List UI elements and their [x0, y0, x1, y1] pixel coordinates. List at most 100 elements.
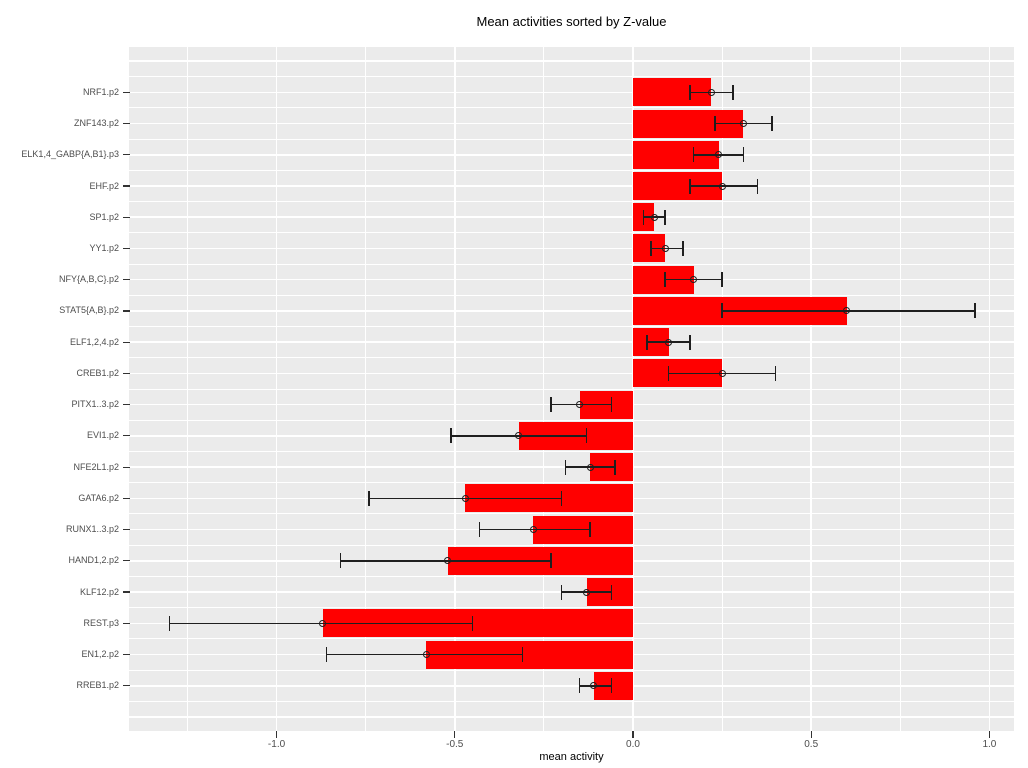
error-bar-cap-low [564, 459, 566, 475]
error-bar-cap-low [560, 584, 563, 600]
mean-point [529, 526, 537, 534]
error-bar-cap-low [664, 272, 666, 288]
error-bar-cap-high [585, 428, 588, 444]
error-bar-cap-low [721, 303, 723, 319]
y-tick-label: GATA6.p2 [78, 492, 119, 503]
error-bar-cap-high [742, 147, 745, 163]
gridline-minor-y [129, 232, 1014, 234]
gridline-major-y [129, 310, 1014, 312]
error-bar-cap-high [471, 615, 474, 631]
x-tick-mark [810, 731, 812, 738]
mean-point [718, 369, 726, 377]
y-tick-label: REST.p3 [83, 617, 119, 628]
gridline-major-x [275, 47, 278, 731]
mean-point [444, 557, 452, 565]
gridline-minor-y [129, 607, 1014, 609]
mean-point [319, 619, 327, 627]
error-bar-cap-high [721, 272, 723, 288]
y-tick-label: EN1,2.p2 [81, 649, 119, 660]
gridline-minor-x [721, 47, 723, 731]
y-tick-mark [122, 528, 130, 531]
gridline-minor-y [129, 201, 1014, 203]
error-bar-cap-low [325, 647, 328, 663]
gridline-major-y [129, 685, 1014, 687]
mean-point [650, 213, 658, 221]
y-tick-mark [122, 685, 130, 687]
gridline-major-y [129, 122, 1014, 125]
error-bar-cap-high [664, 209, 666, 225]
y-tick-label: RUNX1..3.p2 [65, 524, 119, 535]
error-bar-cap-high [521, 647, 524, 663]
error-bar-cap-low [689, 84, 691, 100]
mean-point [690, 276, 698, 284]
mean-point [515, 432, 523, 440]
gridline-minor-x [365, 47, 367, 731]
y-tick-mark [122, 435, 130, 437]
x-tick-mark [988, 731, 990, 738]
gridline-major-x [632, 47, 634, 731]
y-tick-mark [122, 185, 130, 187]
gridline-minor-y [129, 263, 1014, 265]
y-tick-mark [122, 154, 130, 156]
gridline-major-x [454, 47, 456, 731]
gridline-major-y [129, 247, 1014, 250]
y-tick-label: ELK1,4_GABP{A,B1}.p3 [21, 149, 119, 160]
gridline-minor-y [129, 388, 1014, 390]
gridline-major-x [810, 47, 812, 731]
y-tick-mark [122, 560, 130, 562]
error-bar-cap-low [578, 678, 581, 694]
gridline-major-y [129, 216, 1014, 218]
y-tick-mark [122, 653, 130, 656]
error-bar-cap-high [614, 459, 616, 475]
x-tick-label: 1.0 [982, 739, 997, 750]
mean-point [739, 120, 747, 128]
y-tick-mark [122, 466, 130, 468]
gridline-minor-y [129, 669, 1014, 671]
x-tick-mark [454, 731, 456, 738]
error-bar-cap-high [610, 397, 613, 413]
x-tick-label: 0.5 [804, 739, 819, 750]
error-bar-cap-high [560, 490, 563, 506]
x-tick-mark [275, 731, 278, 738]
error-bar-cap-low [339, 553, 342, 569]
gridline-major-y [129, 154, 1014, 156]
gridline-minor-y [129, 326, 1014, 328]
mean-point [843, 307, 851, 315]
y-tick-label: SP1.p2 [89, 211, 119, 222]
x-tick-label: -1.0 [267, 739, 286, 750]
error-bar-cap-high [682, 240, 684, 256]
error-bar-cap-low [368, 490, 370, 506]
y-tick-label: STAT5{A,B}.p2 [59, 305, 119, 316]
error-bar-cap-high [610, 678, 613, 694]
y-tick-mark [122, 372, 130, 374]
error-bar-cap-low [667, 365, 670, 381]
plot-panel [129, 47, 1014, 731]
error-bar-cap-low [714, 116, 716, 132]
error-bar-cap-low [168, 615, 171, 631]
x-tick-mark [632, 731, 634, 738]
gridline-minor-y [129, 513, 1014, 515]
mean-point [718, 182, 726, 190]
gridline-major-y [129, 185, 1014, 187]
gridline-major-y [129, 341, 1014, 343]
y-tick-label: NFY{A,B,C}.p2 [58, 274, 119, 285]
y-tick-mark [122, 279, 130, 281]
gridline-major-y [129, 60, 1014, 62]
x-axis-title: mean activity [539, 751, 604, 763]
y-tick-label: KLF12.p2 [79, 586, 119, 597]
y-tick-label: EHF.p2 [89, 180, 119, 191]
y-tick-mark [122, 404, 130, 406]
y-tick-mark [122, 497, 130, 499]
gridline-major-x [988, 47, 991, 731]
gridline-minor-y [129, 638, 1014, 640]
error-bar-cap-low [642, 209, 645, 225]
gridline-major-y [129, 278, 1014, 281]
gridline-major-y [129, 372, 1014, 375]
y-tick-label: HAND1,2.p2 [68, 555, 119, 566]
gridline-minor-y [129, 451, 1014, 452]
y-tick-mark [122, 341, 130, 343]
mean-point [461, 494, 469, 502]
mean-point [576, 401, 584, 409]
error-bar-cap-high [610, 584, 613, 600]
x-tick-label: 0.0 [626, 739, 640, 750]
